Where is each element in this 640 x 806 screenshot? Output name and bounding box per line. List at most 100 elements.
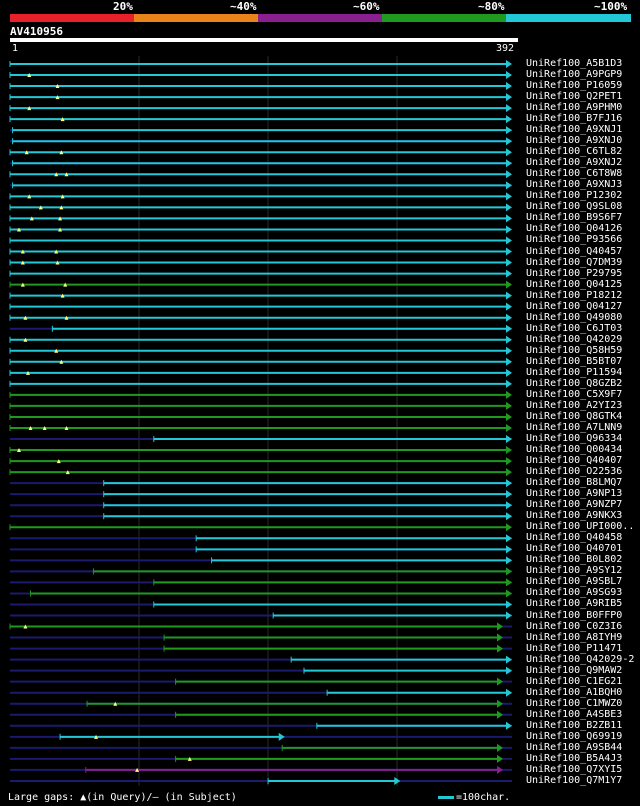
hit-row[interactable] [9,170,512,179]
hit-label[interactable]: UniRef100_A9NZP7 [526,499,623,511]
hit-label[interactable]: UniRef100_P11594 [526,366,623,378]
hit-row[interactable] [10,677,512,686]
hit-label[interactable]: UniRef100_Q7DM39 [526,256,623,268]
hit-label[interactable]: UniRef100_Q00434 [526,444,623,456]
hit-label[interactable]: UniRef100_A9PHM0 [526,102,623,114]
hit-row[interactable] [10,159,512,168]
hit-label[interactable]: UniRef100_A2YI23 [526,399,623,411]
hit-label[interactable]: UniRef100_Q40457 [526,245,623,257]
hit-label[interactable]: UniRef100_Q49080 [526,311,623,323]
hit-row[interactable] [9,368,512,377]
hit-row[interactable] [10,776,512,785]
hit-label[interactable]: UniRef100_O22536 [526,466,623,478]
hit-label[interactable]: UniRef100_A4SBE3 [526,708,623,720]
hit-row[interactable] [9,302,512,311]
hit-label[interactable]: UniRef100_P93566 [526,234,623,246]
hit-label[interactable]: UniRef100_A9NP13 [526,488,623,500]
hit-row[interactable] [10,137,512,146]
hit-label[interactable]: UniRef100_P12302 [526,190,623,202]
hit-label[interactable]: UniRef100_B0FFP0 [526,609,623,621]
hit-label[interactable]: UniRef100_B0L802 [526,554,623,566]
hit-row[interactable] [9,379,512,388]
hit-row[interactable] [10,644,512,653]
hit-row[interactable] [9,401,512,410]
hit-row[interactable] [9,446,512,455]
hit-label[interactable]: UniRef100_Q8GTK4 [526,410,623,422]
hit-row[interactable] [9,390,512,399]
hit-row[interactable] [9,115,512,124]
hit-label[interactable]: UniRef100_P11471 [526,642,623,654]
hit-row[interactable] [9,335,512,344]
hit-label[interactable]: UniRef100_B8LMQ7 [526,477,623,489]
hit-row[interactable] [10,732,512,741]
hit-row[interactable] [9,468,512,477]
hit-row[interactable] [9,225,512,234]
hit-row[interactable] [10,666,512,675]
hit-row[interactable] [10,512,512,521]
hit-row[interactable] [9,214,512,223]
hit-label[interactable]: UniRef100_A9SBL7 [526,576,623,588]
hit-row[interactable] [10,324,512,333]
hit-label[interactable]: UniRef100_A9XNJ2 [526,157,623,169]
hit-label[interactable]: UniRef100_A9RIB5 [526,598,623,610]
hit-row[interactable] [9,313,512,322]
hit-label[interactable]: UniRef100_B9S6F7 [526,212,623,224]
hit-row[interactable] [9,280,512,289]
hit-row[interactable] [10,567,512,576]
hit-label[interactable]: UniRef100_Q7XYI5 [526,763,623,775]
hit-row[interactable] [9,346,512,355]
hit-row[interactable] [9,269,512,278]
hit-row[interactable] [9,148,512,157]
hit-row[interactable] [9,203,512,212]
hit-label[interactable]: UniRef100_Q04127 [526,300,623,312]
hit-label[interactable]: UniRef100_Q42029-2 [526,653,635,665]
hit-row[interactable] [10,710,512,719]
hit-label[interactable]: UniRef100_B7FJ16 [526,113,623,125]
hit-label[interactable]: UniRef100_B5A4J3 [526,752,623,764]
hit-label[interactable]: UniRef100_A8IYH9 [526,631,623,643]
hit-row[interactable] [10,743,512,752]
hit-row[interactable] [9,247,512,256]
hit-label[interactable]: UniRef100_C6T8W8 [526,168,623,180]
hit-row[interactable] [9,412,512,421]
hit-label[interactable]: UniRef100_A9SY12 [526,565,623,577]
hit-row[interactable] [9,104,512,113]
hit-label[interactable]: UniRef100_C1MWZ0 [526,697,623,709]
hit-label[interactable]: UniRef100_UPI000.. [526,521,635,533]
hit-label[interactable]: UniRef100_Q40407 [526,455,623,467]
hit-row[interactable] [9,71,512,80]
hit-row[interactable] [10,721,512,730]
hit-label[interactable]: UniRef100_Q04125 [526,278,623,290]
hit-row[interactable] [10,181,512,190]
hit-row[interactable] [10,699,512,708]
hit-label[interactable]: UniRef100_Q7M1Y7 [526,774,623,786]
hit-label[interactable]: UniRef100_Q58H59 [526,344,623,356]
hit-row[interactable] [9,192,512,201]
hit-label[interactable]: UniRef100_P29795 [526,267,623,279]
hit-label[interactable]: UniRef100_A9XNJ1 [526,124,623,136]
hit-row[interactable] [9,82,512,91]
hit-row[interactable] [10,655,512,664]
hit-label[interactable]: UniRef100_P18212 [526,289,623,301]
hit-label[interactable]: UniRef100_Q8GZB2 [526,377,623,389]
hit-row[interactable] [10,600,512,609]
hit-label[interactable]: UniRef100_Q40701 [526,543,623,555]
hit-row[interactable] [10,611,512,620]
hit-label[interactable]: UniRef100_A9SB44 [526,741,623,753]
hit-row[interactable] [10,589,512,598]
hit-row[interactable] [10,545,512,554]
hit-label[interactable]: UniRef100_Q2PET1 [526,91,623,103]
hit-row[interactable] [10,633,512,642]
hit-label[interactable]: UniRef100_A7LNN9 [526,421,623,433]
hit-label[interactable]: UniRef100_C5X9F7 [526,388,623,400]
hit-row[interactable] [10,765,512,774]
hit-label[interactable]: UniRef100_Q9MAW2 [526,664,623,676]
hit-label[interactable]: UniRef100_A9NKX3 [526,510,623,522]
hit-row[interactable] [9,93,512,102]
hit-label[interactable]: UniRef100_C6TL82 [526,146,623,158]
hit-row[interactable] [9,291,512,300]
hit-row[interactable] [10,490,512,499]
hit-label[interactable]: UniRef100_A1BQH0 [526,686,623,698]
hit-label[interactable]: UniRef100_P16059 [526,80,623,92]
hit-row[interactable] [10,556,512,565]
